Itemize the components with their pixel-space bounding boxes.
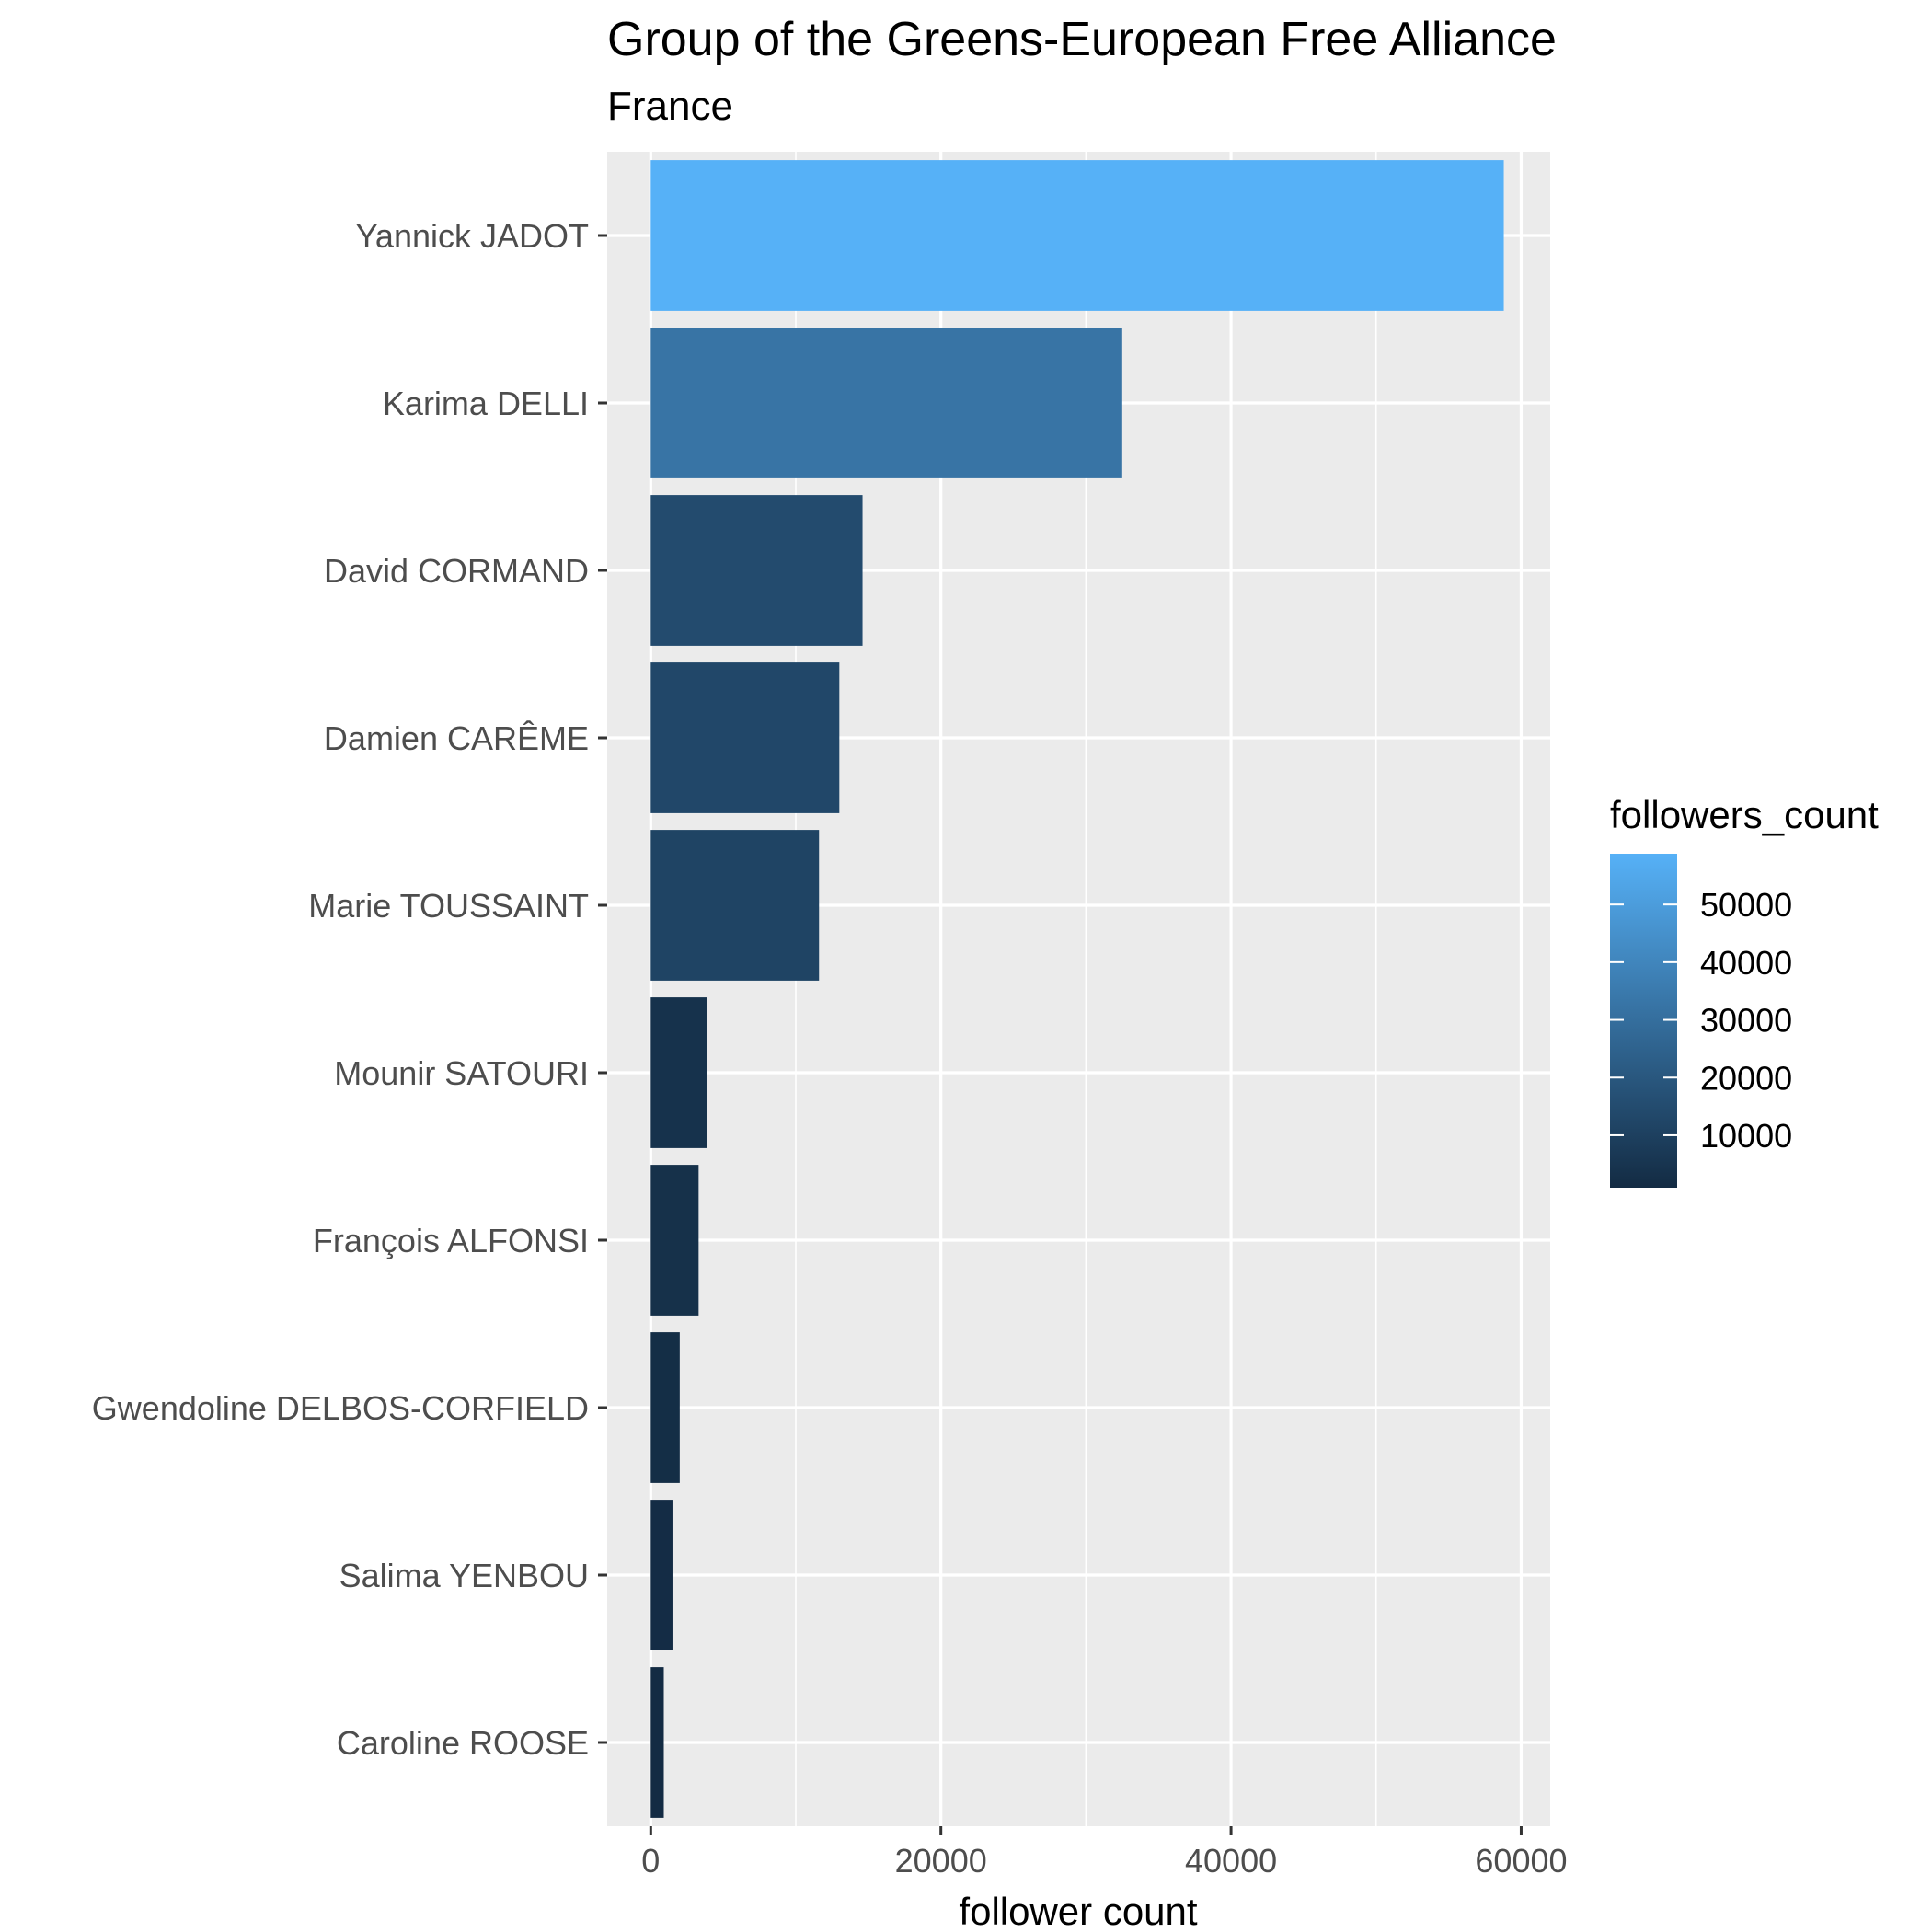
bar	[650, 1165, 699, 1316]
legend-tick-label: 40000	[1700, 944, 1792, 982]
bar	[650, 830, 820, 981]
bar	[650, 160, 1504, 311]
chart-subtitle: France	[607, 84, 733, 129]
legend-tick-label: 10000	[1700, 1117, 1792, 1155]
y-tick-label: David CORMAND	[324, 552, 589, 590]
legend-tick-label: 50000	[1700, 886, 1792, 924]
bar	[650, 495, 863, 646]
bar	[650, 328, 1122, 478]
y-tick-label: Yannick JADOT	[356, 217, 589, 255]
legend-title: followers_count	[1610, 793, 1879, 836]
x-tick-label: 60000	[1475, 1842, 1567, 1880]
bar	[650, 1667, 664, 1818]
x-tick-label: 20000	[895, 1842, 987, 1880]
legend-tick-label: 20000	[1700, 1059, 1792, 1097]
y-tick-label: Damien CARÊME	[324, 719, 589, 757]
y-tick-label: Caroline ROOSE	[337, 1724, 589, 1762]
legend: followers_count 10000 20000 30000 40000 5000…	[1610, 793, 1879, 1188]
y-tick-label: Marie TOUSSAINT	[308, 887, 589, 925]
x-tick-label: 0	[641, 1842, 660, 1880]
bar	[650, 1500, 673, 1650]
x-axis-title: follower count	[959, 1890, 1197, 1932]
y-tick-label: Mounir SATOURI	[334, 1054, 589, 1092]
y-tick-label: François ALFONSI	[313, 1222, 589, 1259]
x-tick-label: 40000	[1185, 1842, 1277, 1880]
bar	[650, 1332, 680, 1483]
legend-ticks: 10000 20000 30000 40000 50000	[1610, 886, 1792, 1155]
bar	[650, 997, 707, 1148]
legend-tick-label: 30000	[1700, 1002, 1792, 1040]
bars	[650, 160, 1504, 1818]
y-tick-label: Karima DELLI	[383, 385, 589, 422]
y-axis: Yannick JADOT Karima DELLI David CORMAND Da…	[92, 217, 607, 1762]
chart-title: Group of the Greens-European Free Allian…	[607, 13, 1557, 66]
y-tick-label: Gwendoline DELBOS-CORFIELD	[92, 1389, 589, 1427]
bar	[650, 662, 840, 813]
y-tick-label: Salima YENBOU	[339, 1557, 589, 1594]
x-axis: 0 20000 40000 60000	[641, 1826, 1568, 1880]
